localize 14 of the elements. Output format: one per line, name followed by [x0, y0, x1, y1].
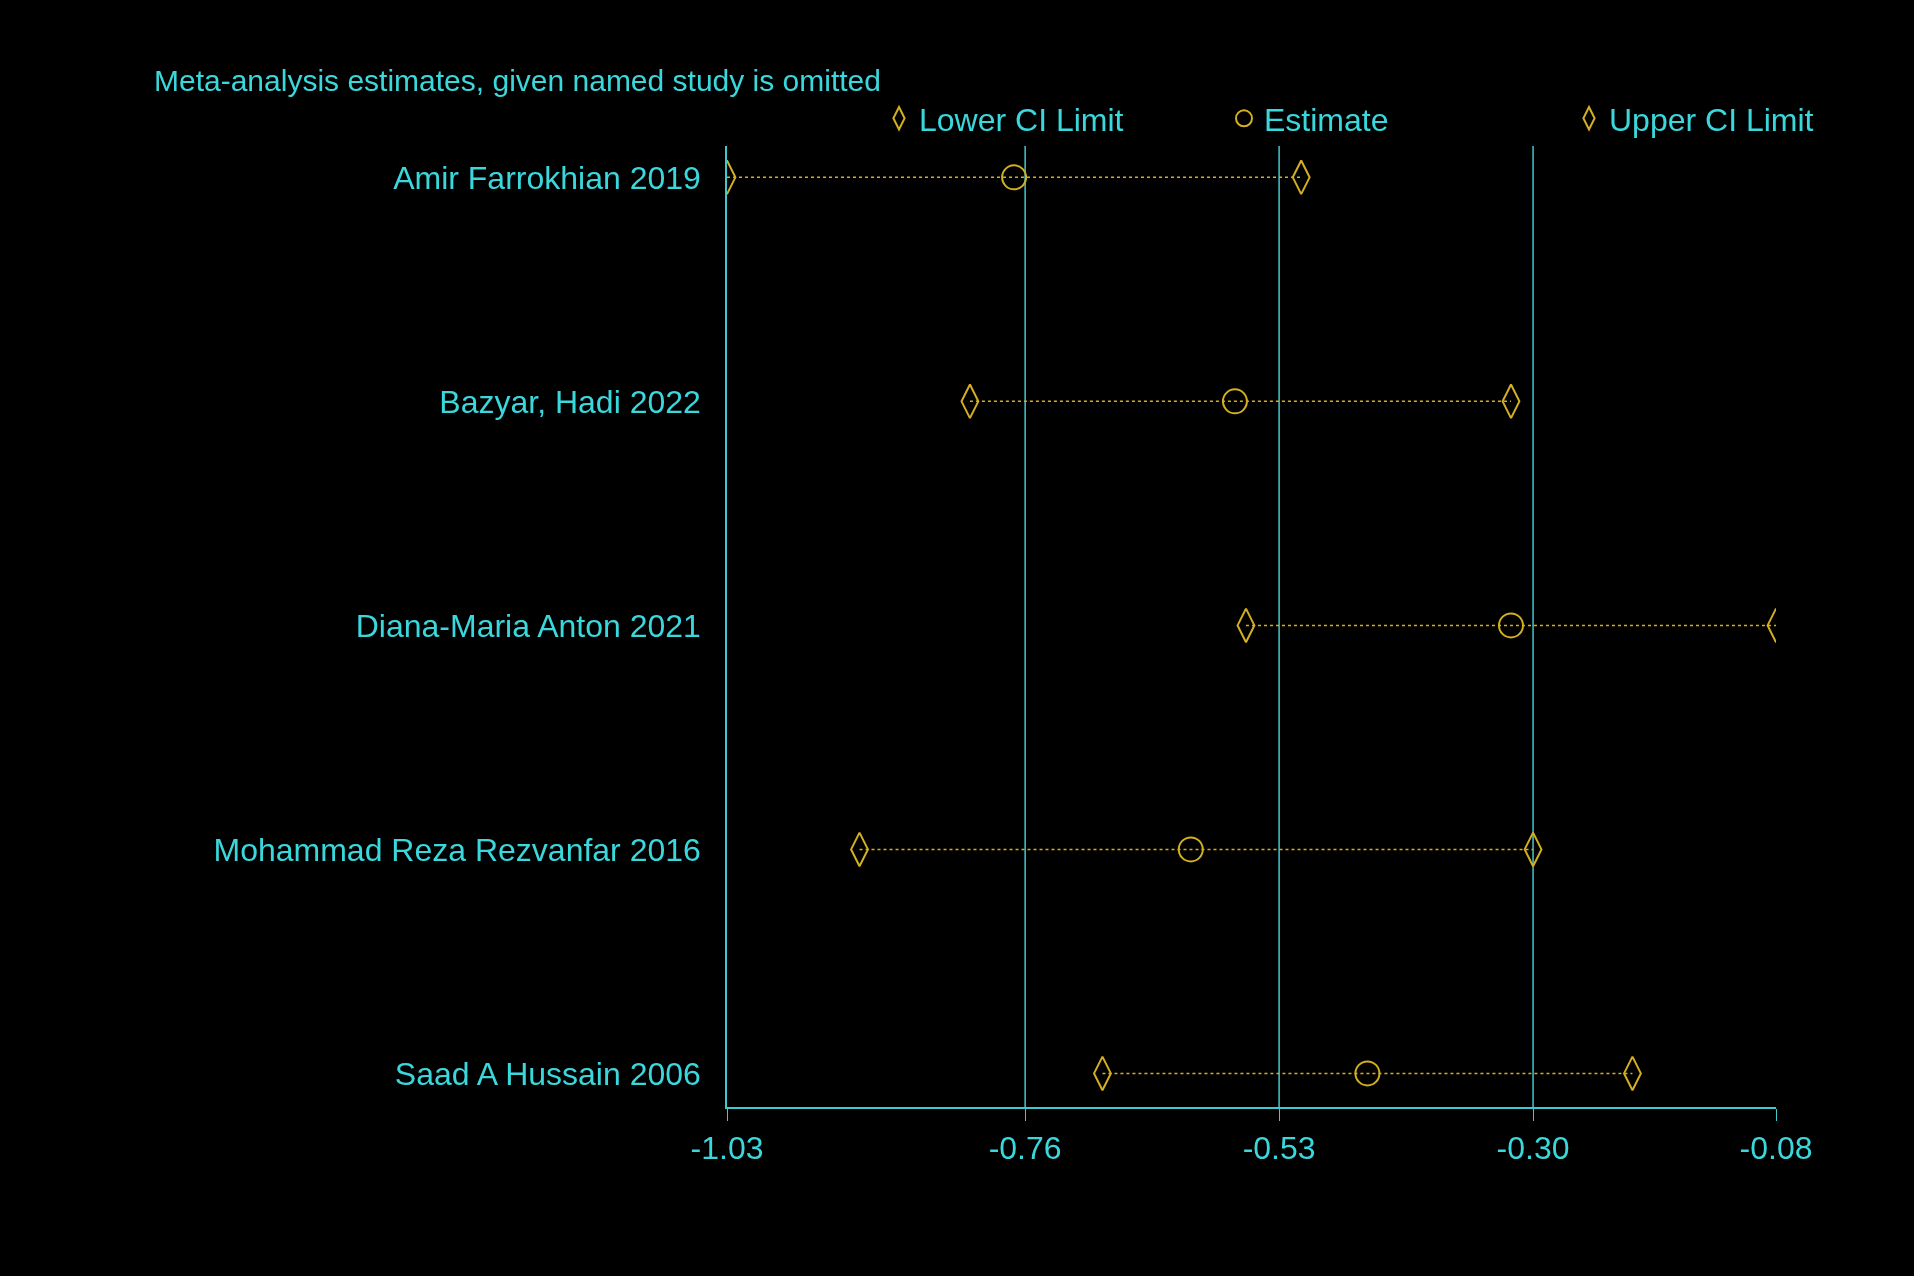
- x-tick-label: -0.76: [988, 1130, 1062, 1167]
- x-tick-label: -0.08: [1739, 1130, 1813, 1167]
- legend-label: Lower CI Limit: [919, 101, 1124, 138]
- x-tick-label: -0.30: [1496, 1130, 1570, 1167]
- y-tick-label: Saad A Hussain 2006: [394, 1055, 701, 1092]
- legend-title: Meta-analysis estimates, given named study is omitted: [154, 64, 881, 97]
- x-tick-label: -0.53: [1242, 1130, 1316, 1167]
- y-tick-label: Amir Farrokhian 2019: [393, 159, 701, 196]
- x-tick-label: -1.03: [690, 1130, 764, 1167]
- y-tick-label: Bazyar, Hadi 2022: [439, 383, 701, 420]
- y-tick-label: Mohammad Reza Rezvanfar 2016: [213, 831, 701, 868]
- y-tick-label: Diana-Maria Anton 2021: [355, 607, 701, 644]
- legend-label: Estimate: [1264, 101, 1389, 138]
- legend-label: Upper CI Limit: [1609, 101, 1814, 138]
